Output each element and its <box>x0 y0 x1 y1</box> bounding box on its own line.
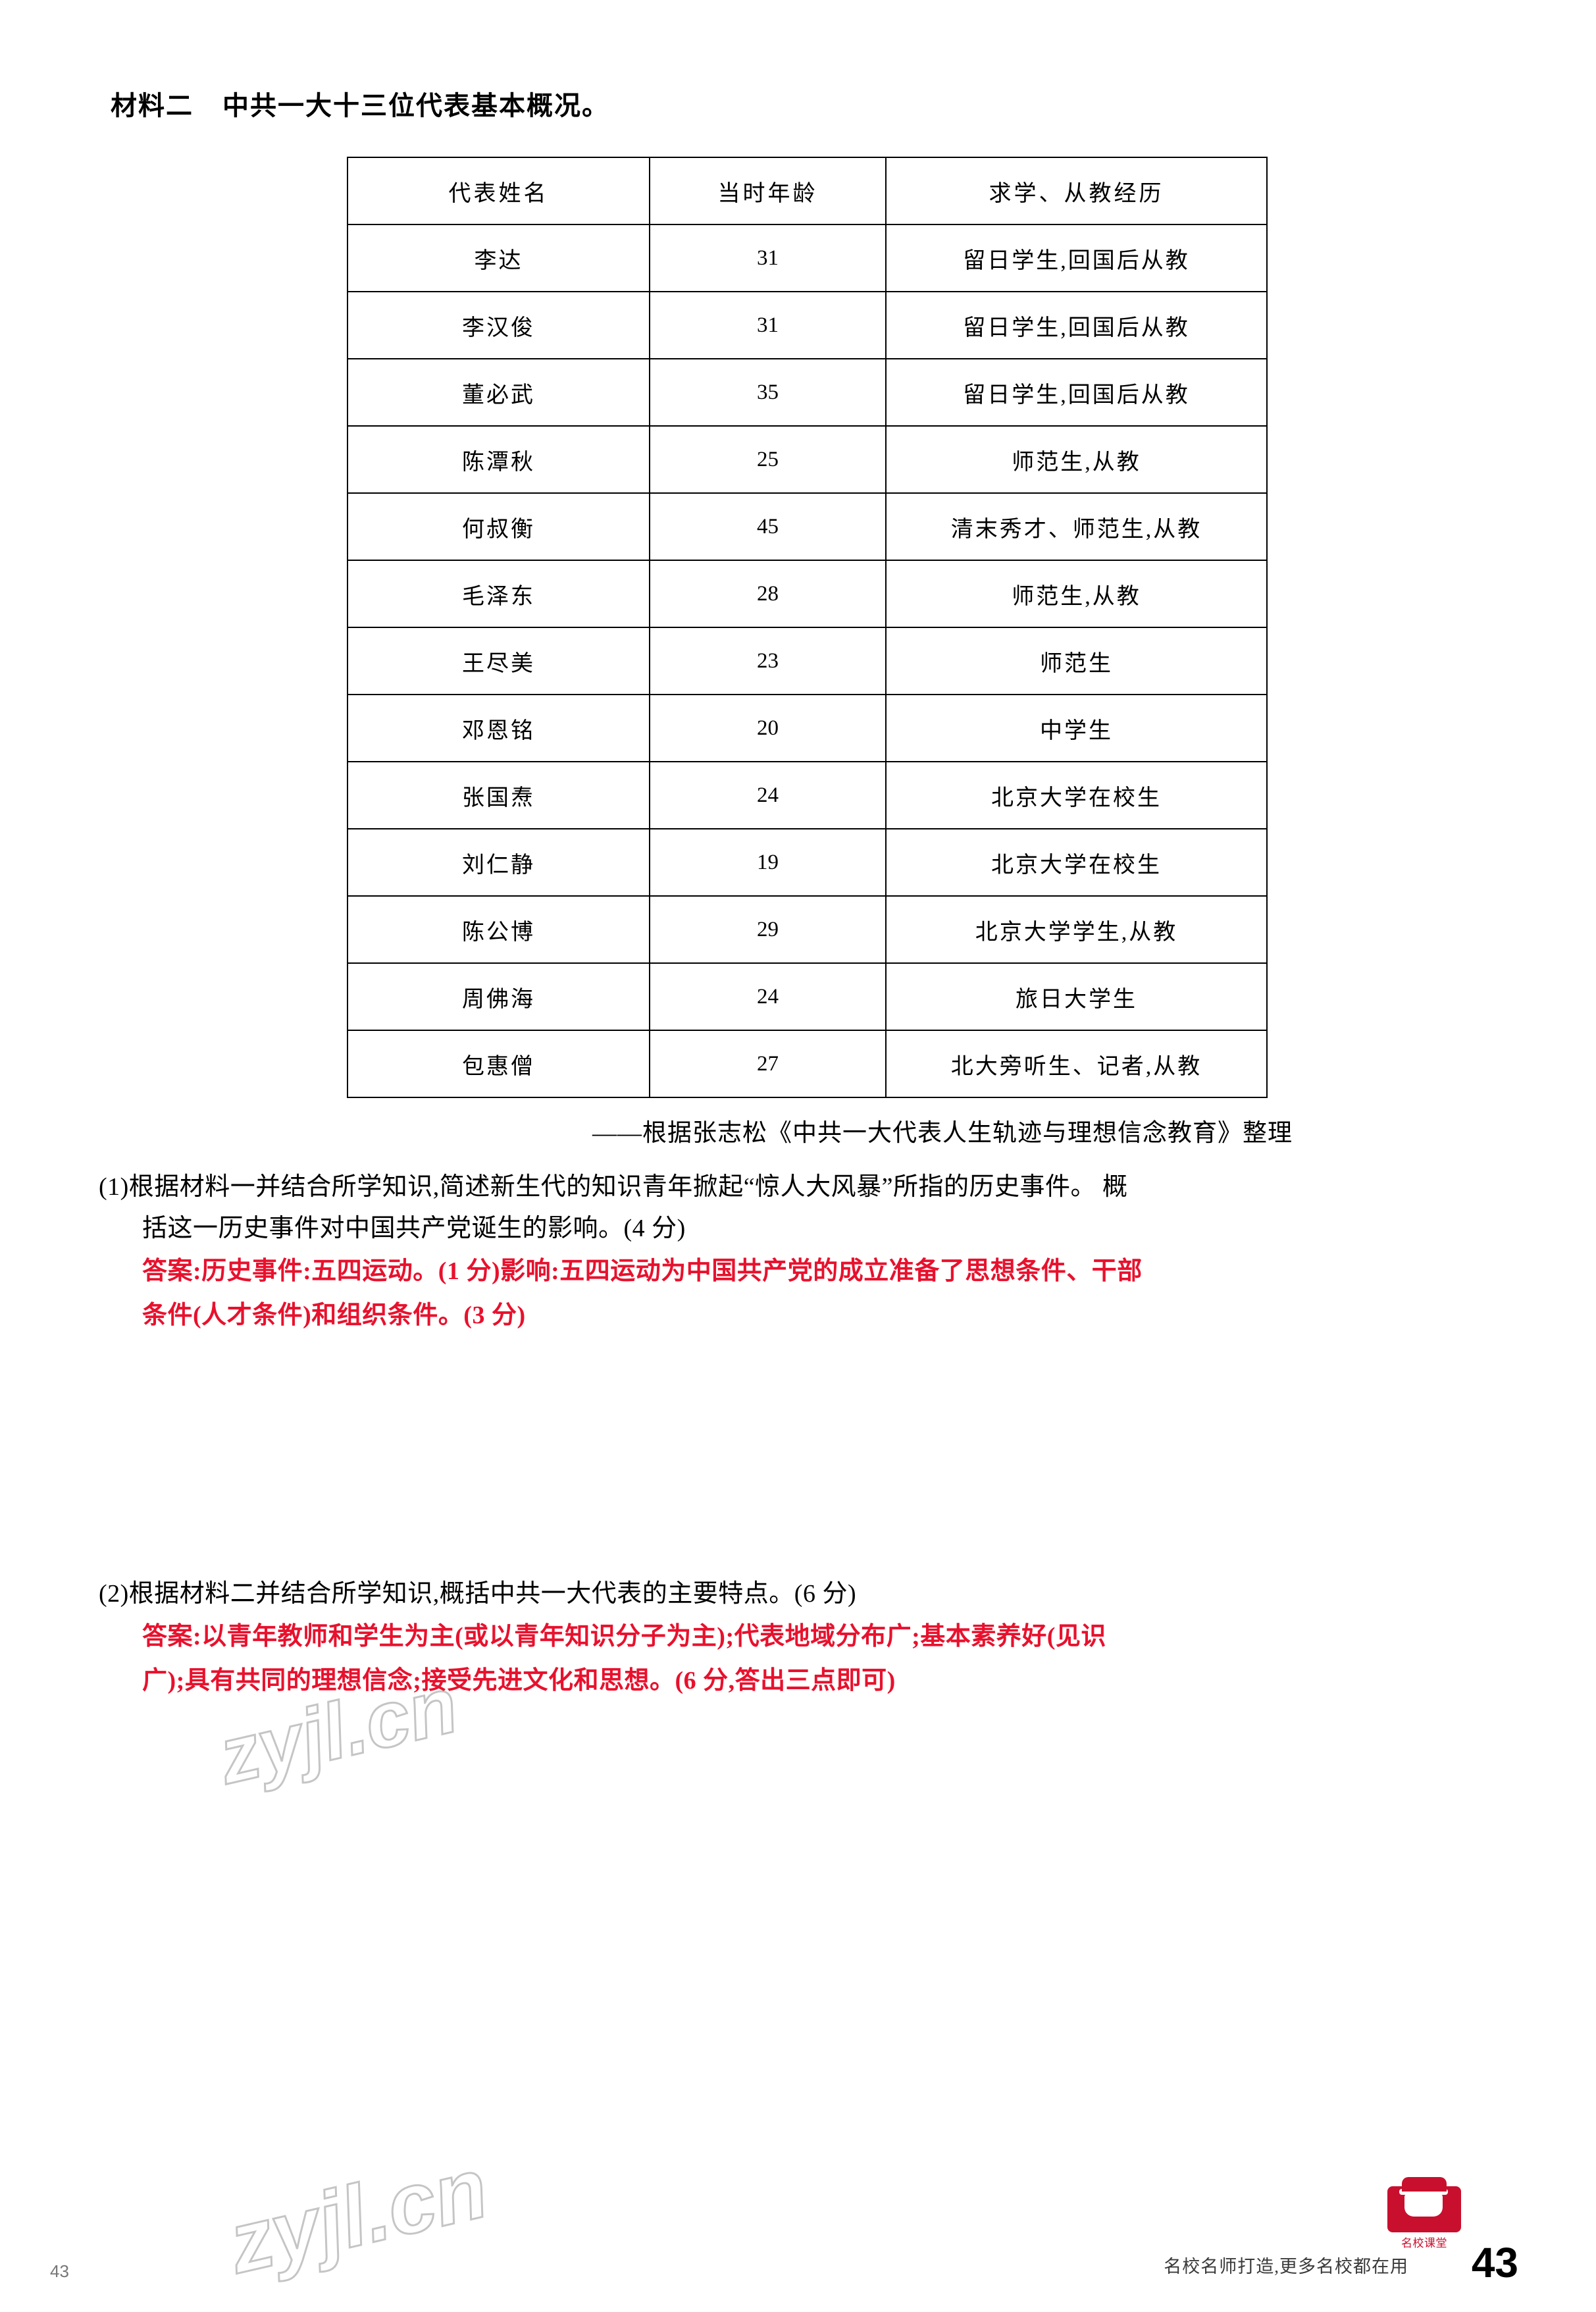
table-row: 邓恩铭 20 中学生 <box>347 694 1268 762</box>
table-header-cell: 求学、从教经历 <box>885 157 1268 225</box>
cell-experience: 留日学生,回国后从教 <box>885 291 1268 359</box>
cell-age: 24 <box>649 962 887 1031</box>
table-row: 包惠僧 27 北大旁听生、记者,从教 <box>347 1030 1268 1098</box>
table-row: 张国焘 24 北京大学在校生 <box>347 761 1268 829</box>
table-header-cell: 代表姓名 <box>347 157 650 225</box>
table-header-row: 代表姓名 当时年龄 求学、从教经历 <box>347 157 1268 225</box>
cell-experience: 师范生,从教 <box>885 560 1268 628</box>
question-2-line-1: (2)根据材料二并结合所学知识,概括中共一大代表的主要特点。(6 分) <box>99 1580 857 1608</box>
material-label: 材料二 <box>111 91 193 120</box>
table-row: 陈潭秋 25 师范生,从教 <box>347 425 1268 494</box>
cell-experience: 留日学生,回国后从教 <box>885 358 1268 427</box>
cell-experience: 北京大学在校生 <box>885 761 1268 829</box>
table-row: 李达 31 留日学生,回国后从教 <box>347 224 1268 292</box>
cell-experience: 师范生 <box>885 627 1268 695</box>
table-row: 董必武 35 留日学生,回国后从教 <box>347 358 1268 427</box>
table-row: 何叔衡 45 清末秀才、师范生,从教 <box>347 492 1268 561</box>
answer-2-line-2: 广);具有共同的理想信念;接受先进文化和思想。(6 分,答出三点即可) <box>142 1667 896 1695</box>
cell-age: 25 <box>649 425 887 494</box>
cell-name: 李达 <box>347 224 650 292</box>
footer-note: 名校名师打造,更多名校都在用 <box>1164 2257 1408 2276</box>
logo-pot-shape <box>1404 2194 1443 2217</box>
cell-age: 23 <box>649 627 887 695</box>
cell-experience: 北京大学在校生 <box>885 828 1268 897</box>
representatives-table: 代表姓名 当时年龄 求学、从教经历 李达 31 留日学生,回国后从教 李汉俊 3… <box>347 157 1268 1098</box>
table-row: 陈公博 29 北京大学学生,从教 <box>347 895 1268 964</box>
table-row: 刘仁静 19 北京大学在校生 <box>347 828 1268 897</box>
answer-1-line-2: 条件(人才条件)和组织条件。(3 分) <box>142 1301 526 1329</box>
cell-age: 31 <box>649 224 887 292</box>
cell-name: 周佛海 <box>347 962 650 1031</box>
logo-badge-shape <box>1387 2177 1461 2232</box>
logo-cap-shape <box>1399 2189 1448 2195</box>
cell-experience: 师范生,从教 <box>885 425 1268 494</box>
question-1: (1)根据材料一并结合所学知识,简述新生代的知识青年掀起“惊人大风暴”所指的历史… <box>99 1167 1501 1338</box>
cell-age: 27 <box>649 1030 887 1098</box>
table-row: 王尽美 23 师范生 <box>347 627 1268 695</box>
cell-age: 19 <box>649 828 887 897</box>
cell-name: 刘仁静 <box>347 828 650 897</box>
logo-label: 名校课堂 <box>1401 2237 1447 2249</box>
cell-name: 毛泽东 <box>347 560 650 628</box>
table-row: 李汉俊 31 留日学生,回国后从教 <box>347 291 1268 359</box>
cell-age: 29 <box>649 895 887 964</box>
source-attribution: ——根据张志松《中共一大代表人生轨迹与理想信念教育》整理 <box>592 1120 1293 1147</box>
material-text: 中共一大十三位代表基本概况。 <box>222 91 609 120</box>
question-1-line-2: 括这一历史事件对中国共产党诞生的影响。(4 分) <box>142 1215 686 1242</box>
corner-mark: 43 <box>50 2261 69 2281</box>
watermark-text: zyjl.cn <box>219 2138 497 2293</box>
cell-name: 陈潭秋 <box>347 425 650 494</box>
brand-logo-icon: 名校课堂 <box>1387 2177 1461 2249</box>
cell-experience: 中学生 <box>885 694 1268 762</box>
question-2: (2)根据材料二并结合所学知识,概括中共一大代表的主要特点。(6 分) 答案:以… <box>99 1573 1501 1703</box>
cell-age: 20 <box>649 694 887 762</box>
cell-name: 张国焘 <box>347 761 650 829</box>
cell-experience: 旅日大学生 <box>885 962 1268 1031</box>
cell-name: 包惠僧 <box>347 1030 650 1098</box>
cell-age: 35 <box>649 358 887 427</box>
question-1-line-1: (1)根据材料一并结合所学知识,简述新生代的知识青年掀起“惊人大风暴”所指的历史… <box>99 1173 1128 1201</box>
cell-age: 31 <box>649 291 887 359</box>
cell-age: 28 <box>649 560 887 628</box>
cell-name: 陈公博 <box>347 895 650 964</box>
cell-age: 45 <box>649 492 887 561</box>
cell-experience: 北京大学学生,从教 <box>885 895 1268 964</box>
table-row: 毛泽东 28 师范生,从教 <box>347 560 1268 628</box>
answer-2-line-1: 答案:以青年教师和学生为主(或以青年知识分子为主);代表地域分布广;基本素养好(… <box>142 1623 1106 1650</box>
table-row: 周佛海 24 旅日大学生 <box>347 962 1268 1031</box>
cell-experience: 北大旁听生、记者,从教 <box>885 1030 1268 1098</box>
cell-name: 董必武 <box>347 358 650 427</box>
cell-name: 王尽美 <box>347 627 650 695</box>
cell-experience: 留日学生,回国后从教 <box>885 224 1268 292</box>
cell-age: 24 <box>649 761 887 829</box>
material-heading: 材料二 中共一大十三位代表基本概况。 <box>111 84 609 122</box>
cell-name: 李汉俊 <box>347 291 650 359</box>
representatives-table-wrap: 代表姓名 当时年龄 求学、从教经历 李达 31 留日学生,回国后从教 李汉俊 3… <box>347 157 1268 1098</box>
cell-name: 何叔衡 <box>347 492 650 561</box>
cell-experience: 清末秀才、师范生,从教 <box>885 492 1268 561</box>
table-header-cell: 当时年龄 <box>649 157 887 225</box>
page-number: 43 <box>1471 2239 1518 2286</box>
cell-name: 邓恩铭 <box>347 694 650 762</box>
answer-1-line-1: 答案:历史事件:五四运动。(1 分)影响:五四运动为中国共产党的成立准备了思想条… <box>142 1257 1143 1285</box>
